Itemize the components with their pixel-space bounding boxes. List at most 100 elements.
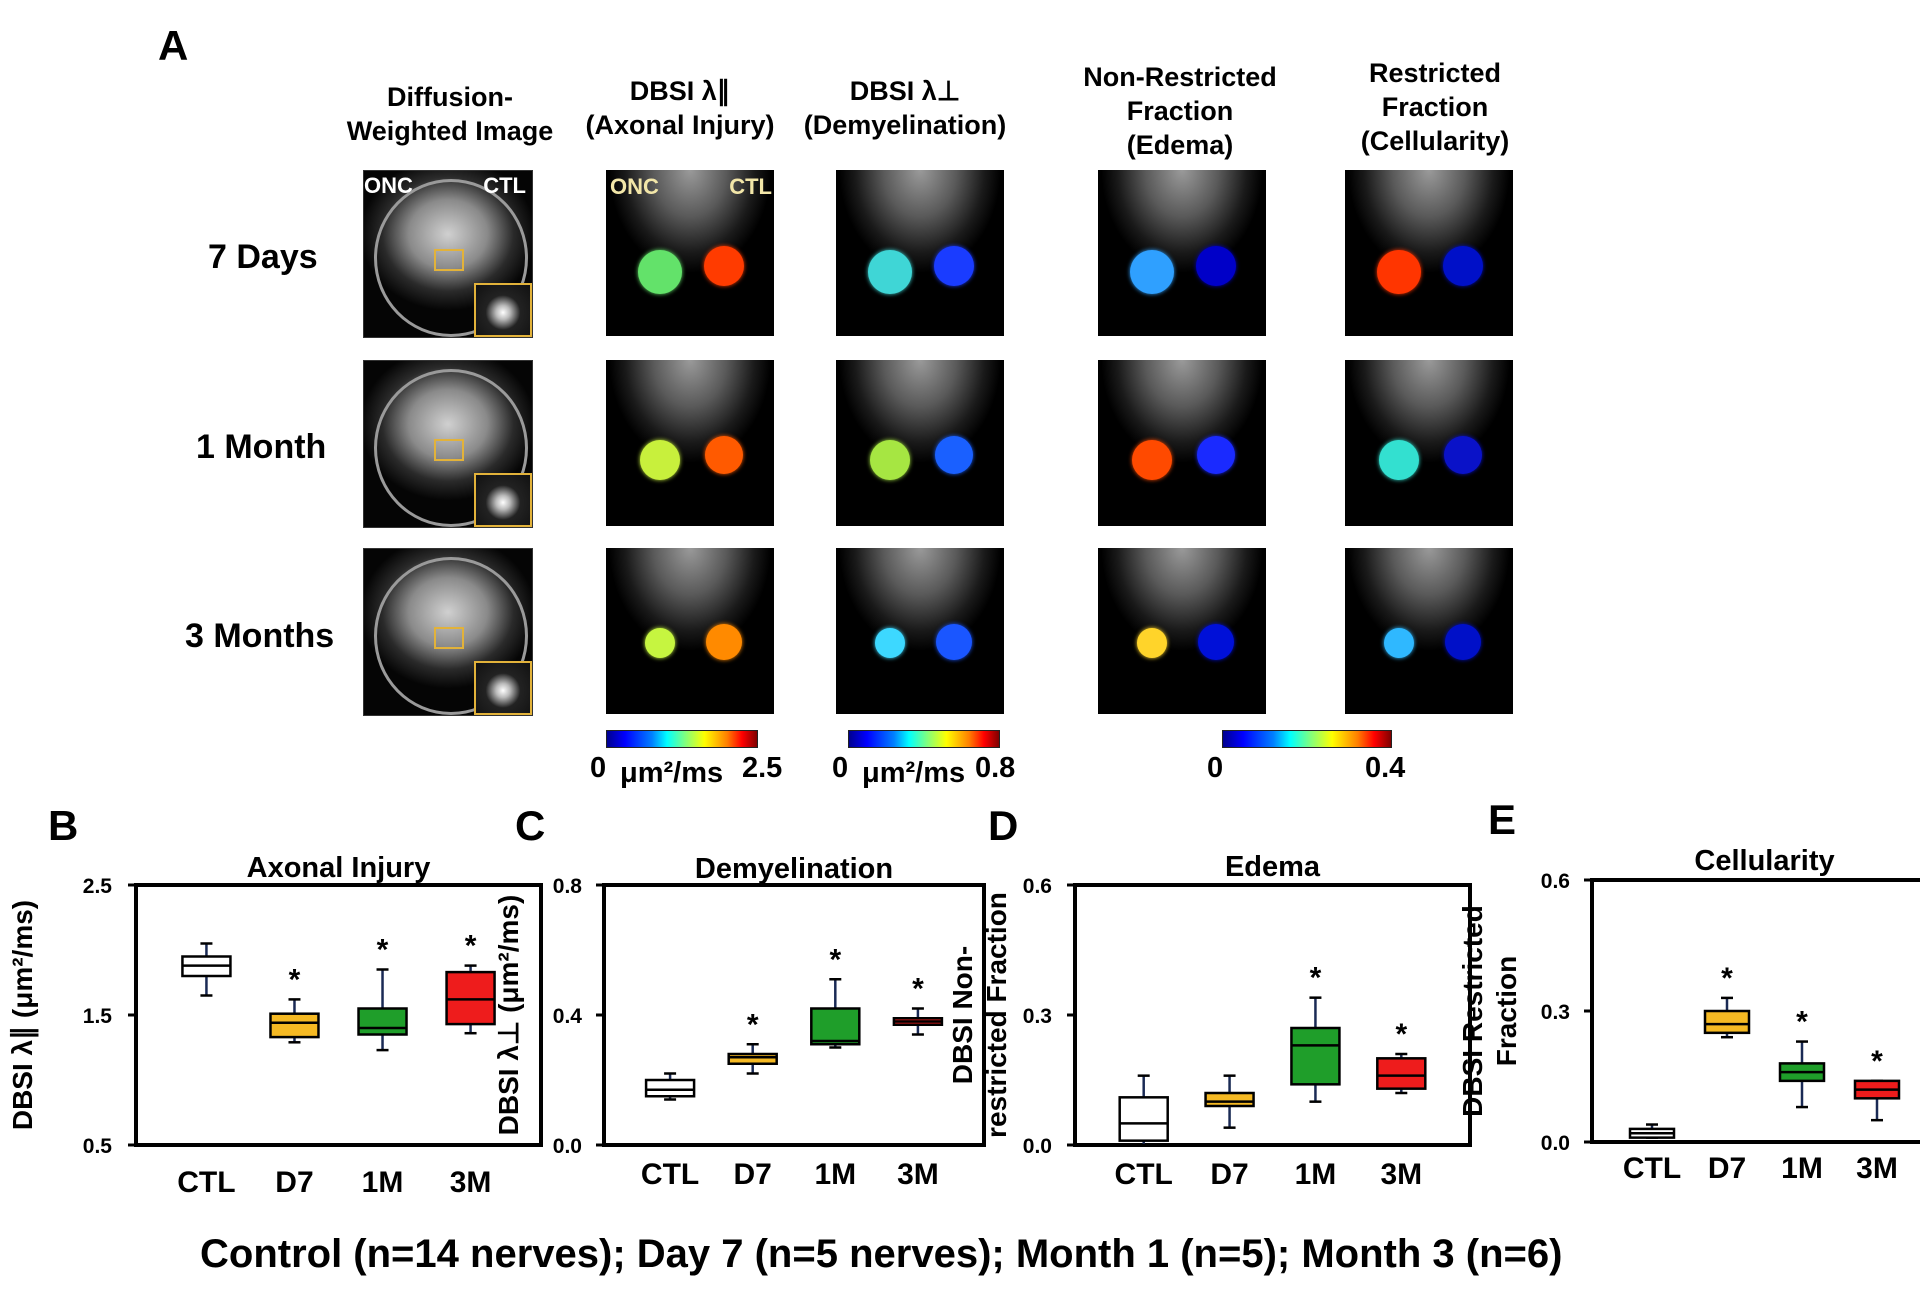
box-ctl (644, 1078, 696, 1098)
colorbar-radial-unit: μm²/ms (862, 757, 966, 789)
roi-box (434, 249, 464, 271)
plot-frame (1590, 878, 1920, 1144)
ctl-nerve-blob (1198, 624, 1234, 660)
onc-nerve-blob (1377, 250, 1421, 294)
y-axis-label: DBSI λ⊥ (μm²/ms) (493, 895, 524, 1136)
x-category-label: 1M (814, 1158, 856, 1191)
panel-d-letter: D (988, 802, 1018, 849)
column-header-nonrestricted-fraction: Non-Restricted Fraction (Edema) (1060, 60, 1300, 162)
skull-outline (374, 369, 528, 527)
onc-nerve-blob (875, 628, 905, 658)
ctl-nerve-blob (1196, 246, 1236, 286)
x-category-label: D7 (734, 1158, 772, 1191)
column-header-line: Diffusion- (387, 82, 513, 112)
chart-title: Axonal Injury (247, 852, 431, 884)
y-tick-label: 0.0 (1541, 1132, 1570, 1155)
column-header-line: (Axonal Injury) (585, 110, 775, 140)
column-header-radial-diffusivity: DBSI λ⊥ (Demyelination) (790, 74, 1020, 142)
significance-star: * (289, 963, 301, 996)
column-header-line: Fraction (1381, 92, 1489, 122)
boxplot-charts: B Axonal Injury DBSI λ∥ (μm²/ms) 2.5 1.5 0.5 C… (7, 796, 1920, 1199)
onc-nerve-blob (1132, 440, 1172, 480)
significance-star: * (1395, 1018, 1407, 1051)
significance-star: * (747, 1008, 759, 1041)
box-d7 (1703, 1009, 1751, 1035)
column-header-line: (Cellularity) (1360, 126, 1510, 156)
colorbar-radial-max: 0.8 (975, 752, 1016, 784)
y-tick-label: 0.4 (553, 1005, 583, 1028)
colorbar-axial-max: 2.5 (742, 752, 783, 784)
column-header-line: Fraction (1126, 96, 1234, 126)
ctl-nerve-blob (1197, 436, 1235, 474)
onc-nerve-blob (1379, 440, 1419, 480)
y-axis-label: DBSI Non- (947, 946, 978, 1084)
ctl-nerve-blob (705, 436, 743, 474)
significance-star: * (377, 934, 389, 967)
y-axis-label: DBSI Restricted (1457, 905, 1488, 1117)
onc-nerve-blob (645, 628, 675, 658)
onc-nerve-blob (1130, 250, 1174, 294)
dbsi-map (1098, 360, 1266, 526)
y-axis-label: restricted Fraction (981, 892, 1012, 1138)
dwi-image (363, 360, 533, 528)
column-header-restricted-fraction: Restricted Fraction (Cellularity) (1320, 56, 1550, 158)
x-category-label: CTL (1623, 1152, 1681, 1185)
x-category-label: 1M (1781, 1152, 1823, 1185)
significance-star: * (912, 973, 924, 1006)
ctl-nerve-blob (936, 624, 972, 660)
roi-box (434, 439, 464, 461)
column-header-line: Restricted (1368, 58, 1502, 88)
column-header-axial-diffusivity: DBSI λ∥ (Axonal Injury) (570, 74, 790, 142)
y-axis-label: Fraction (1491, 956, 1522, 1066)
box-3m (445, 970, 496, 1026)
column-header-line: DBSI λ⊥ (849, 76, 961, 106)
dbsi-map (836, 170, 1004, 336)
column-header-dwi: Diffusion- Weighted Image (325, 80, 575, 148)
colorbar-axial (606, 730, 758, 748)
dbsi-map (1345, 170, 1513, 336)
x-category-label: 1M (362, 1166, 404, 1199)
dbsi-map (606, 360, 774, 526)
y-tick-label: 0.0 (553, 1135, 582, 1158)
colorbar-radial-min: 0 (832, 752, 849, 784)
dbsi-map (836, 548, 1004, 714)
dbsi-map (1345, 548, 1513, 714)
significance-star: * (1310, 962, 1322, 995)
y-tick-label: 0.6 (1541, 870, 1570, 893)
onc-nerve-blob (870, 440, 910, 480)
ctl-nerve-blob (1445, 624, 1481, 660)
onc-nerve-blob (638, 250, 682, 294)
x-category-label: CTL (641, 1158, 699, 1191)
dwi-label-ctl: CTL (483, 173, 526, 198)
column-header-line: Weighted Image (346, 116, 554, 146)
colorbar-radial (848, 730, 1000, 748)
x-category-label: 3M (450, 1166, 492, 1199)
panel-e-letter: E (1488, 796, 1516, 843)
zoom-inset (474, 661, 532, 715)
y-tick-label: 0.3 (1541, 1001, 1570, 1024)
box-1m (357, 1007, 408, 1036)
column-header-line: (Demyelination) (803, 110, 1007, 140)
box-d7 (727, 1052, 778, 1065)
row-label-7-days: 7 Days (208, 238, 318, 276)
box-3m (1376, 1057, 1427, 1090)
roi-box (434, 627, 464, 649)
y-tick-label: 0.8 (553, 875, 583, 898)
y-axis-label: DBSI λ∥ (μm²/ms) (7, 900, 39, 1130)
figure-caption: Control (n=14 nerves); Day 7 (n=5 nerves… (200, 1232, 1563, 1276)
colorbar-fraction-max: 0.4 (1365, 752, 1406, 784)
dbsi-map (606, 548, 774, 714)
x-category-label: 3M (1856, 1152, 1898, 1185)
x-category-label: D7 (1708, 1152, 1746, 1185)
ctl-nerve-blob (1444, 436, 1482, 474)
row-label-1-month: 1 Month (196, 428, 327, 466)
box-1m (810, 1007, 861, 1046)
colorbar-axial-min: 0 (590, 752, 607, 784)
x-category-label: 3M (1380, 1158, 1422, 1191)
ctl-nerve-blob (704, 246, 744, 286)
onc-nerve-blob (868, 250, 912, 294)
y-tick-label: 1.5 (83, 1005, 113, 1028)
dbsi-map: ONC CTL (606, 170, 774, 336)
colorbar-axial-unit: μm²/ms (620, 757, 724, 789)
map-label-onc: ONC (610, 174, 659, 199)
